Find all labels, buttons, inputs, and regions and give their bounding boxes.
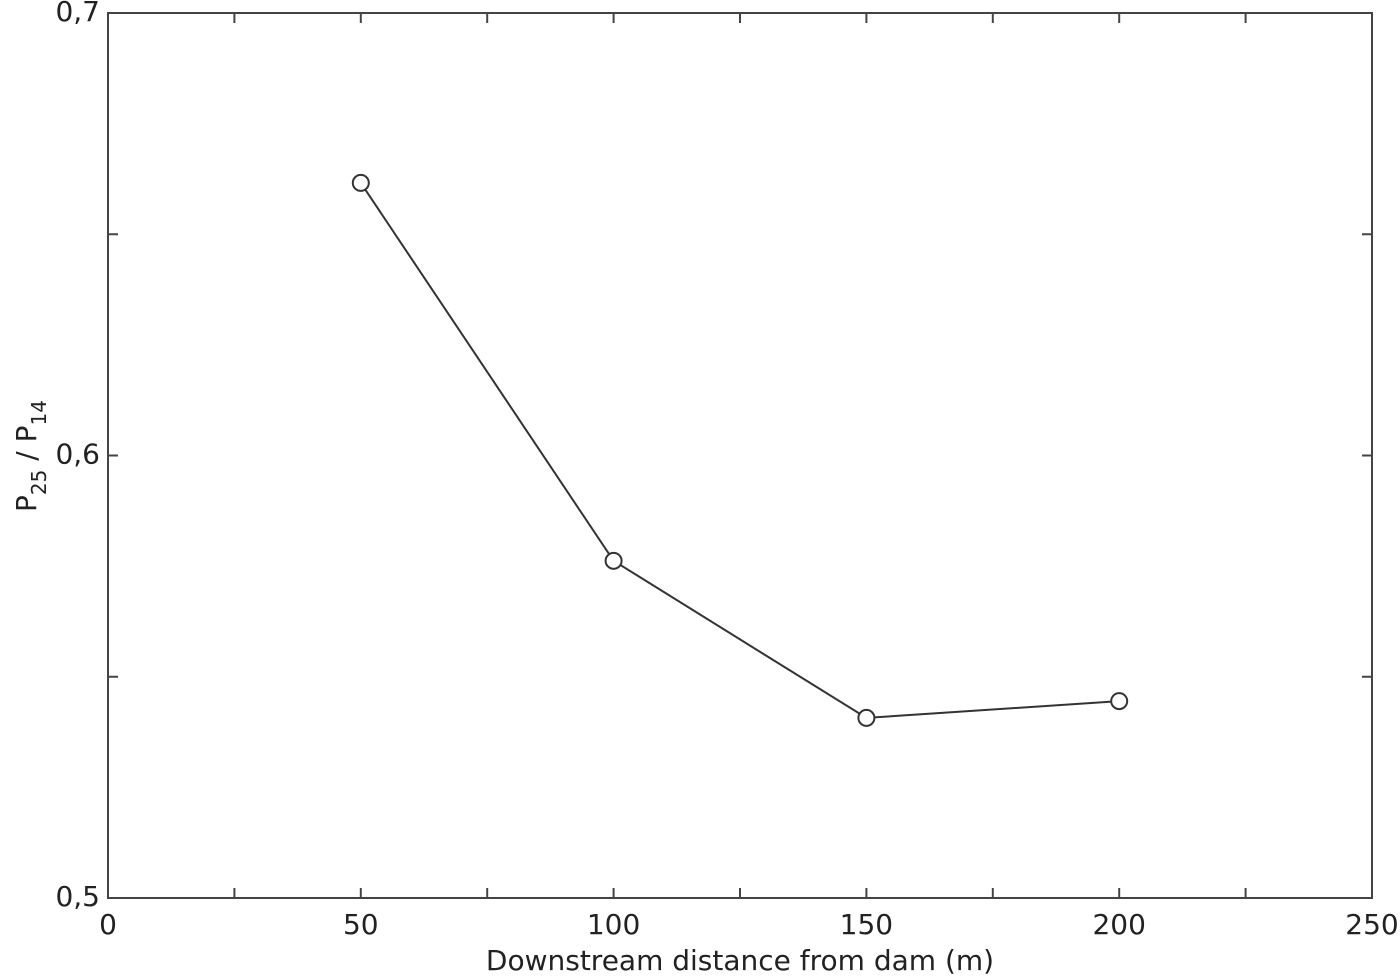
y-tick-label: 0,7 <box>55 0 100 28</box>
x-tick-label: 0 <box>99 908 117 941</box>
y-axis-label-part: 25 <box>27 470 51 495</box>
y-axis-label-part: / P <box>10 425 43 469</box>
data-point <box>351 173 370 192</box>
plot-frame <box>107 12 1373 899</box>
data-point <box>604 551 623 570</box>
x-tick-label: 50 <box>343 908 379 941</box>
x-tick-label: 250 <box>1345 908 1398 941</box>
y-tick-label: 0,5 <box>55 880 100 913</box>
x-tick-label: 200 <box>1092 908 1145 941</box>
y-axis-label: P25 / P14 <box>10 400 51 512</box>
data-line <box>359 182 1120 719</box>
x-axis-label: Downstream distance from dam (m) <box>486 944 994 977</box>
x-tick-label: 150 <box>840 908 893 941</box>
data-point <box>1110 692 1129 711</box>
x-tick-label: 100 <box>587 908 640 941</box>
y-tick-label: 0,6 <box>55 438 100 471</box>
data-point <box>857 708 876 727</box>
y-axis-label-part: 14 <box>27 400 51 425</box>
y-axis-label-part: P <box>10 495 43 512</box>
